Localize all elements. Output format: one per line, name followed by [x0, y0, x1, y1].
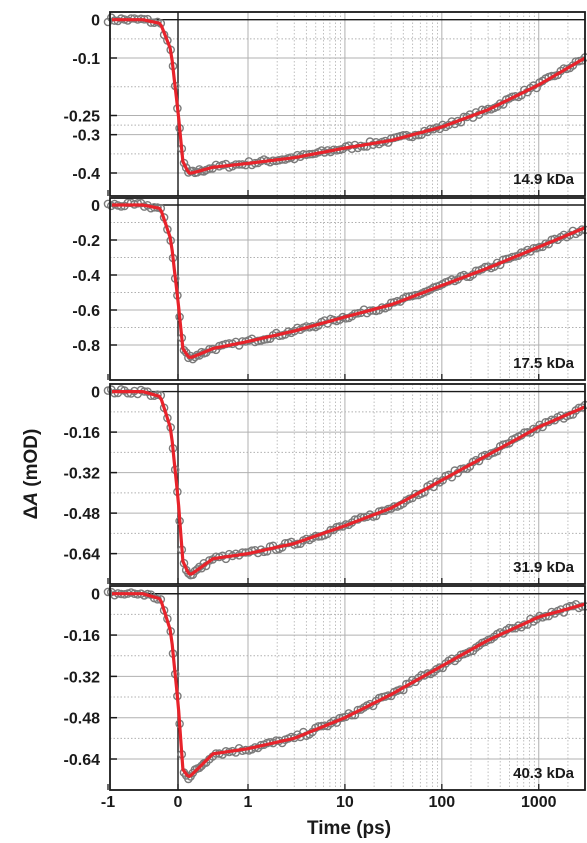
y-axis-title-symbol: A	[21, 492, 42, 507]
y-axis-title-delta: Δ	[21, 506, 42, 520]
chart-panels: 0 -0.1 -0.25 -0.3 -0.4 14.9 kDa 0 -0.2 -0.4 -0.6 -…	[64, 11, 587, 791]
panel-frame	[109, 585, 586, 791]
y-tick-label: -0.25	[64, 109, 101, 126]
x-tick-label: 0	[174, 794, 183, 811]
data-point	[195, 763, 204, 773]
panel-3: 0 -0.16 -0.32 -0.48 -0.64 31.9 kDa	[64, 383, 587, 585]
panel-frame	[109, 11, 586, 197]
fit-line	[112, 592, 586, 778]
panel-label: 17.5 kDa	[513, 355, 575, 372]
fit-line	[112, 390, 586, 576]
x-tick-label: 100	[428, 794, 455, 811]
y-axis-title-unit: (mOD)	[21, 429, 42, 492]
panel-label: 14.9 kDa	[513, 171, 575, 188]
panel-label: 31.9 kDa	[513, 559, 575, 576]
panel-1: 0 -0.1 -0.25 -0.3 -0.4 14.9 kDa	[64, 11, 587, 197]
y-tick-label: 0	[91, 198, 100, 215]
x-tick-label: -1	[101, 794, 115, 811]
y-tick-label: -0.48	[64, 711, 101, 728]
fit-line	[112, 203, 586, 359]
data-point	[103, 587, 113, 597]
y-tick-label: -0.16	[64, 628, 101, 645]
y-tick-label: -0.2	[72, 233, 100, 250]
x-axis-title: Time (ps)	[307, 818, 391, 839]
data-point	[133, 198, 142, 208]
y-tick-label: 0	[91, 587, 100, 604]
panel-frame	[109, 383, 586, 585]
panel-4: 0 -0.16 -0.32 -0.48 -0.64 40.3 kDa	[64, 585, 587, 791]
y-axis-title: ΔA (mOD)	[21, 429, 42, 520]
data-point	[389, 502, 399, 511]
y-tick-label: -0.64	[64, 752, 101, 769]
y-tick-label: -0.4	[72, 268, 100, 285]
x-tick-label: 1000	[521, 794, 557, 811]
x-tick-label: 1	[244, 794, 253, 811]
x-axis-tick-labels: -1 0 1 10 100 1000	[101, 794, 557, 811]
y-tick-label: -0.32	[64, 466, 101, 483]
y-tick-label: -0.1	[72, 51, 100, 68]
panel-2: 0 -0.2 -0.4 -0.6 -0.8 17.5 kDa	[72, 197, 587, 381]
panel-label: 40.3 kDa	[513, 765, 575, 782]
x-tick-label: 10	[336, 794, 354, 811]
y-tick-label: -0.3	[72, 128, 100, 145]
y-tick-label: -0.4	[72, 166, 100, 183]
y-tick-label: -0.6	[72, 303, 100, 320]
y-tick-label: 0	[91, 385, 100, 402]
y-tick-label: 0	[91, 13, 100, 30]
y-tick-label: -0.16	[64, 425, 101, 442]
y-tick-label: -0.32	[64, 669, 101, 686]
panel-frame	[109, 197, 586, 381]
y-tick-label: -0.48	[64, 506, 101, 523]
fit-line	[112, 18, 586, 175]
y-tick-label: -0.8	[72, 338, 100, 355]
y-tick-label: -0.64	[64, 547, 101, 564]
